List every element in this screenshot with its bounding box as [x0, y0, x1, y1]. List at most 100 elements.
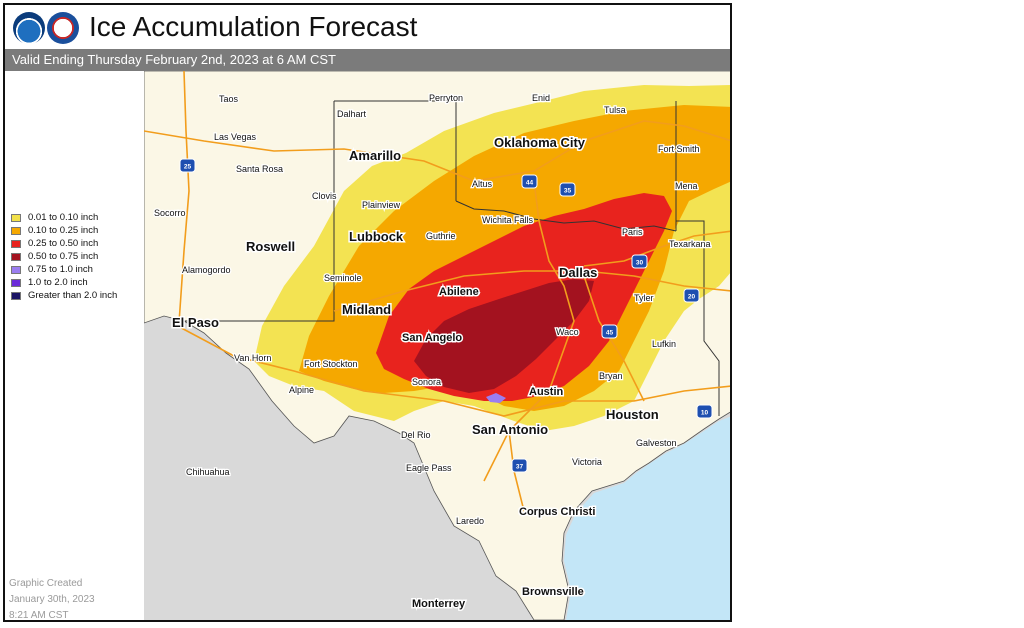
legend-item: 1.0 to 2.0 inch — [11, 276, 117, 289]
created-date: January 30th, 2023 — [9, 594, 95, 605]
legend-label: 0.75 to 1.0 inch — [28, 264, 93, 275]
legend-label: Greater than 2.0 inch — [28, 290, 118, 301]
city-label-plainview: Plainview — [362, 200, 401, 210]
i45-shield: 45 — [601, 324, 618, 339]
legend-label: 0.10 to 0.25 inch — [28, 225, 99, 236]
svg-text:44: 44 — [526, 180, 534, 187]
city-label-waco: Waco — [556, 327, 579, 337]
legend-item: 0.25 to 0.50 inch — [11, 237, 117, 250]
legend-label: 0.25 to 0.50 inch — [28, 238, 99, 249]
city-label-fort-stockton: Fort Stockton — [304, 359, 358, 369]
city-label-monterrey: Monterrey — [412, 598, 466, 610]
legend: 0.01 to 0.10 inch 0.10 to 0.25 inch 0.25… — [11, 211, 117, 302]
i37-shield: 37 — [511, 458, 528, 473]
city-label-perryton: Perryton — [429, 93, 463, 103]
city-label-sonora: Sonora — [412, 377, 441, 387]
city-label-seminole: Seminole — [324, 273, 362, 283]
city-label-amarillo: Amarillo — [349, 148, 401, 163]
city-label-austin: Austin — [529, 386, 564, 398]
legend-item: 0.10 to 0.25 inch — [11, 224, 117, 237]
minor-city-labels: Taos Dalhart Perryton Enid Tulsa Las Veg… — [153, 92, 712, 528]
legend-swatch — [11, 226, 21, 235]
city-label-roswell: Roswell — [246, 239, 295, 254]
legend-panel: 0.01 to 0.10 inch 0.10 to 0.25 inch 0.25… — [5, 71, 143, 620]
legend-swatch — [11, 252, 21, 261]
created-time: 8:21 AM CST — [9, 610, 69, 621]
city-label-eagle-pass: Eagle Pass — [406, 463, 452, 473]
svg-text:30: 30 — [636, 260, 644, 267]
forecast-graphic: Ice Accumulation Forecast Valid Ending T… — [3, 3, 732, 622]
city-label-santa-rosa: Santa Rosa — [236, 164, 283, 174]
city-label-clovis: Clovis — [312, 191, 337, 201]
svg-text:25: 25 — [184, 164, 192, 171]
city-label-san-angelo: San Angelo — [402, 332, 462, 344]
ice-zone-0.75-1.0 — [486, 393, 506, 403]
city-label-dalhart: Dalhart — [337, 109, 367, 119]
legend-swatch — [11, 265, 21, 274]
city-label-san-antonio: San Antonio — [472, 422, 548, 437]
city-label-fort-smith: Fort Smith — [658, 144, 700, 154]
i44-shield: 44 — [521, 174, 538, 189]
svg-text:45: 45 — [606, 330, 614, 337]
city-label-midland: Midland — [342, 302, 391, 317]
city-label-del-rio: Del Rio — [401, 430, 431, 440]
i20-shield: 20 — [683, 288, 700, 303]
city-label-alpine: Alpine — [289, 385, 314, 395]
legend-item: Greater than 2.0 inch — [11, 289, 117, 302]
created-note: Graphic Created January 30th, 2023 8:21 … — [9, 576, 95, 621]
city-label-paris: Paris — [622, 227, 643, 237]
nws-logo-icon — [47, 12, 79, 44]
legend-item: 0.75 to 1.0 inch — [11, 263, 117, 276]
legend-label: 0.50 to 0.75 inch — [28, 251, 99, 262]
city-label-taos: Taos — [219, 94, 239, 104]
svg-text:35: 35 — [564, 188, 572, 195]
state-borders — [172, 100, 720, 416]
city-label-corpus-christi: Corpus Christi — [519, 506, 595, 518]
map-svg: 25 44 35 30 20 45 10 37 Oklahoma City Am… — [143, 70, 730, 620]
major-city-labels: Oklahoma City Amarillo Lubbock Roswell D… — [171, 134, 661, 612]
interstate-shields: 25 44 35 30 20 45 10 37 — [179, 158, 713, 473]
city-label-laredo: Laredo — [456, 516, 484, 526]
city-label-chihuahua: Chihuahua — [186, 467, 230, 477]
city-label-alamogordo: Alamogordo — [182, 265, 231, 275]
svg-text:20: 20 — [688, 294, 696, 301]
city-label-abilene: Abilene — [439, 286, 479, 298]
i25-shield: 25 — [179, 158, 196, 173]
city-label-socorro: Socorro — [154, 208, 186, 218]
city-label-las-vegas: Las Vegas — [214, 132, 257, 142]
created-label: Graphic Created — [9, 578, 83, 589]
city-label-lubbock: Lubbock — [349, 229, 404, 244]
city-label-bryan: Bryan — [599, 371, 623, 381]
forecast-map: 25 44 35 30 20 45 10 37 Oklahoma City Am… — [143, 70, 730, 620]
city-label-oklahoma-city: Oklahoma City — [494, 135, 586, 150]
legend-swatch — [11, 239, 21, 248]
city-label-altus: Altus — [472, 179, 493, 189]
city-label-galveston: Galveston — [636, 438, 677, 448]
legend-swatch — [11, 291, 21, 300]
svg-text:10: 10 — [701, 410, 709, 417]
city-label-van-horn: Van Horn — [234, 353, 271, 363]
legend-label: 1.0 to 2.0 inch — [28, 277, 88, 288]
city-label-tyler: Tyler — [634, 293, 654, 303]
city-label-wichita-falls: Wichita Falls — [482, 215, 534, 225]
city-label-dallas: Dallas — [559, 265, 597, 280]
city-label-enid: Enid — [532, 93, 550, 103]
city-label-guthrie: Guthrie — [426, 231, 456, 241]
city-label-texarkana: Texarkana — [669, 239, 711, 249]
legend-swatch — [11, 213, 21, 222]
legend-item: 0.01 to 0.10 inch — [11, 211, 117, 224]
legend-label: 0.01 to 0.10 inch — [28, 212, 99, 223]
legend-swatch — [11, 278, 21, 287]
city-label-victoria: Victoria — [572, 457, 602, 467]
city-label-lufkin: Lufkin — [652, 339, 676, 349]
page-title: Ice Accumulation Forecast — [89, 11, 418, 42]
header: Ice Accumulation Forecast — [5, 5, 730, 49]
valid-time-bar: Valid Ending Thursday February 2nd, 2023… — [5, 49, 730, 71]
gulf-of-mexico — [564, 416, 730, 620]
city-label-houston: Houston — [606, 407, 659, 422]
ice-zone-0.50-0.75 — [414, 279, 594, 393]
i10-shield: 10 — [696, 404, 713, 419]
svg-text:37: 37 — [516, 464, 524, 471]
noaa-logo-icon — [13, 12, 45, 44]
city-label-el-paso: El Paso — [172, 315, 219, 330]
